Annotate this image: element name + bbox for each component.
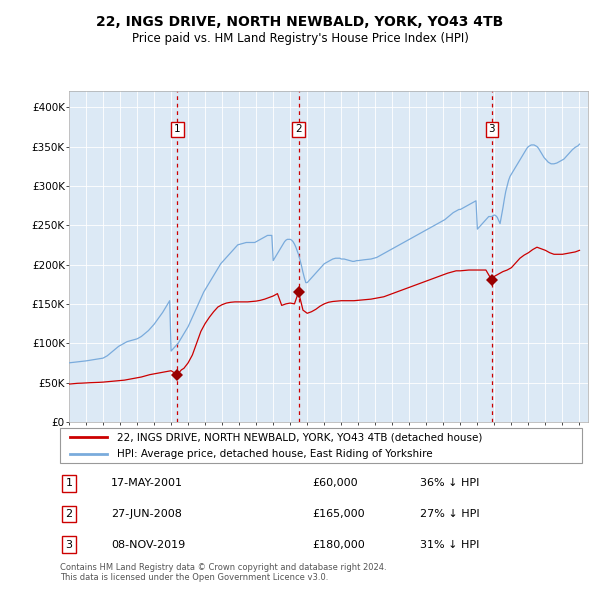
- Text: 2: 2: [65, 509, 73, 519]
- Text: 22, INGS DRIVE, NORTH NEWBALD, YORK, YO43 4TB (detached house): 22, INGS DRIVE, NORTH NEWBALD, YORK, YO4…: [118, 432, 483, 442]
- Text: 31% ↓ HPI: 31% ↓ HPI: [420, 540, 479, 549]
- Text: £180,000: £180,000: [312, 540, 365, 549]
- Text: 22, INGS DRIVE, NORTH NEWBALD, YORK, YO43 4TB: 22, INGS DRIVE, NORTH NEWBALD, YORK, YO4…: [97, 15, 503, 29]
- Text: Price paid vs. HM Land Registry's House Price Index (HPI): Price paid vs. HM Land Registry's House …: [131, 32, 469, 45]
- Text: 3: 3: [65, 540, 73, 549]
- Text: HPI: Average price, detached house, East Riding of Yorkshire: HPI: Average price, detached house, East…: [118, 448, 433, 458]
- Text: 1: 1: [65, 478, 73, 488]
- Text: 08-NOV-2019: 08-NOV-2019: [111, 540, 185, 549]
- Text: 36% ↓ HPI: 36% ↓ HPI: [420, 478, 479, 488]
- Text: £60,000: £60,000: [312, 478, 358, 488]
- Text: 17-MAY-2001: 17-MAY-2001: [111, 478, 183, 488]
- Text: £165,000: £165,000: [312, 509, 365, 519]
- Text: 3: 3: [488, 124, 495, 135]
- Text: 2: 2: [295, 124, 302, 135]
- Text: 27% ↓ HPI: 27% ↓ HPI: [420, 509, 479, 519]
- Text: 27-JUN-2008: 27-JUN-2008: [111, 509, 182, 519]
- Text: Contains HM Land Registry data © Crown copyright and database right 2024.
This d: Contains HM Land Registry data © Crown c…: [60, 563, 386, 582]
- Text: 1: 1: [174, 124, 181, 135]
